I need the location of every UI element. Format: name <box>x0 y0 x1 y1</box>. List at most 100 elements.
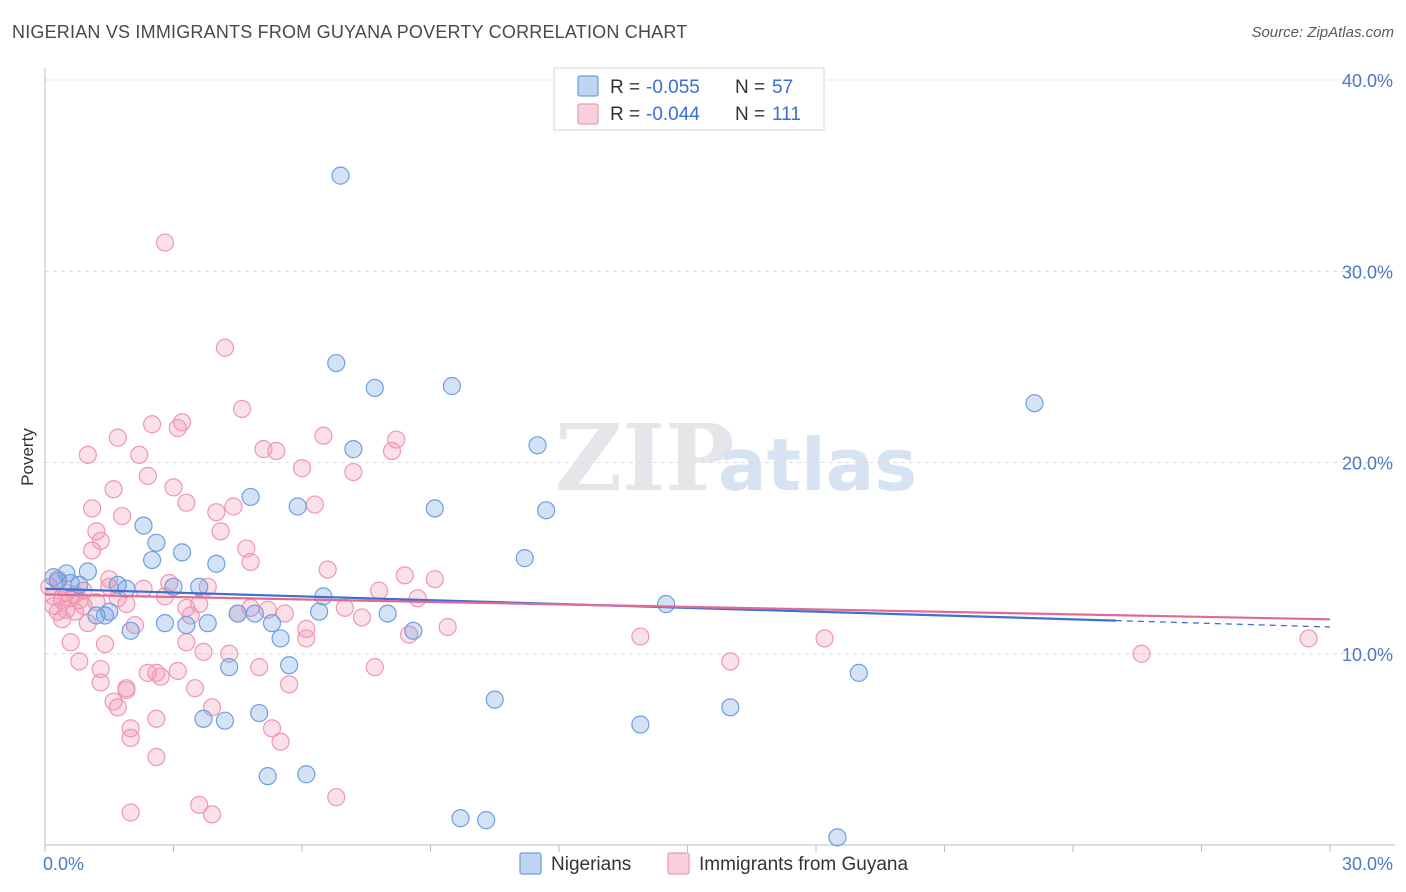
point-nigerians <box>207 554 226 573</box>
point-nigerians <box>344 440 363 459</box>
point-guyana <box>232 399 252 419</box>
stats-legend-box <box>553 67 825 131</box>
point-guyana <box>117 679 136 698</box>
legend-n-label-1: N = <box>735 104 765 125</box>
point-nigerians <box>537 501 556 520</box>
x-tick-labels: 0.0% 30.0% <box>43 854 1393 874</box>
watermark-zip: ZIP <box>555 404 734 512</box>
point-guyana <box>271 732 290 751</box>
point-guyana <box>408 589 427 608</box>
point-guyana <box>314 426 333 445</box>
point-guyana <box>365 658 384 677</box>
point-nigerians <box>198 614 217 633</box>
point-nigerians <box>117 579 136 598</box>
point-nigerians <box>442 376 462 396</box>
watermark: ZIP atlas <box>555 404 917 512</box>
point-guyana <box>344 462 363 482</box>
point-guyana <box>117 594 136 614</box>
x-tick-label: 30.0% <box>1342 854 1393 874</box>
point-nigerians <box>142 550 162 570</box>
series-legend-label-guyana: Immigrants from Guyana <box>699 854 908 875</box>
point-guyana <box>134 579 153 598</box>
point-nigerians <box>121 621 140 640</box>
y-tick-label: 30.0% <box>1342 262 1393 282</box>
point-guyana <box>275 604 294 623</box>
point-nigerians <box>155 614 175 633</box>
point-guyana <box>250 658 269 677</box>
legend-n-label-0: N = <box>735 77 765 98</box>
point-guyana <box>177 633 196 652</box>
watermark-atlas: atlas <box>718 423 917 507</box>
point-guyana <box>387 430 406 449</box>
point-guyana <box>164 478 183 497</box>
legend-r-label-0: R = <box>610 77 640 98</box>
point-guyana <box>108 698 127 717</box>
point-nigerians <box>271 629 290 648</box>
axes <box>44 68 1395 846</box>
point-guyana <box>262 719 282 738</box>
point-guyana <box>138 466 157 485</box>
point-nigerians <box>280 656 299 675</box>
point-guyana <box>190 795 209 814</box>
point-guyana <box>147 747 166 767</box>
x-ticks <box>44 845 1331 852</box>
point-nigerians <box>78 562 97 581</box>
point-nigerians <box>404 621 423 640</box>
point-nigerians <box>147 533 166 552</box>
point-nigerians <box>485 690 504 709</box>
point-guyana <box>382 441 402 461</box>
point-nigerians <box>108 575 127 595</box>
point-guyana <box>1132 644 1151 663</box>
point-guyana <box>327 788 346 807</box>
data-points <box>40 166 1318 847</box>
point-guyana <box>147 709 166 728</box>
point-nigerians <box>310 602 329 621</box>
point-nigerians <box>172 543 192 562</box>
legend-swatch-guyana <box>577 103 599 125</box>
chart-title: NIGERIAN VS IMMIGRANTS FROM GUYANA POVER… <box>12 22 688 42</box>
series-legend-swatch-nigerians <box>519 852 542 875</box>
point-guyana <box>121 803 140 822</box>
point-guyana <box>177 493 196 512</box>
point-guyana <box>78 445 97 464</box>
point-nigerians <box>215 711 234 730</box>
point-nigerians <box>245 604 264 623</box>
y-tick-label: 40.0% <box>1342 71 1393 91</box>
point-guyana <box>352 608 372 627</box>
point-nigerians <box>327 353 346 373</box>
point-nigerians <box>721 698 740 717</box>
trend-line-guyana <box>44 593 1331 621</box>
point-guyana <box>151 667 170 686</box>
point-guyana <box>318 560 337 579</box>
point-guyana <box>220 644 239 663</box>
point-nigerians <box>228 604 247 623</box>
point-nigerians <box>100 602 119 621</box>
point-guyana <box>207 503 226 522</box>
point-nigerians <box>631 715 650 734</box>
point-guyana <box>335 598 354 617</box>
series-legend-label-nigerians: Nigerians <box>551 854 631 875</box>
point-guyana <box>172 413 192 432</box>
y-tick-label: 20.0% <box>1342 454 1393 474</box>
point-guyana <box>395 566 414 585</box>
point-nigerians <box>515 549 534 568</box>
source-credit: Source: ZipAtlas.com <box>1251 24 1394 41</box>
trend-lines <box>44 587 1331 628</box>
stats-legend: R = -0.055 N = 57 R = -0.044 N = 111 <box>553 67 825 131</box>
legend-r-label-1: R = <box>610 104 640 125</box>
point-nigerians <box>177 615 196 635</box>
point-guyana <box>224 497 243 516</box>
point-nigerians <box>250 703 269 723</box>
point-guyana <box>142 415 162 434</box>
point-guyana <box>425 570 444 589</box>
point-guyana <box>211 522 230 541</box>
series-legend: Nigerians Immigrants from Guyana <box>519 852 908 875</box>
point-nigerians <box>57 564 76 583</box>
point-guyana <box>87 593 106 612</box>
point-guyana <box>155 233 175 252</box>
point-nigerians <box>828 828 847 847</box>
point-guyana <box>297 619 316 638</box>
point-guyana <box>1299 629 1318 648</box>
point-nigerians <box>425 499 444 518</box>
point-nigerians <box>451 809 470 828</box>
